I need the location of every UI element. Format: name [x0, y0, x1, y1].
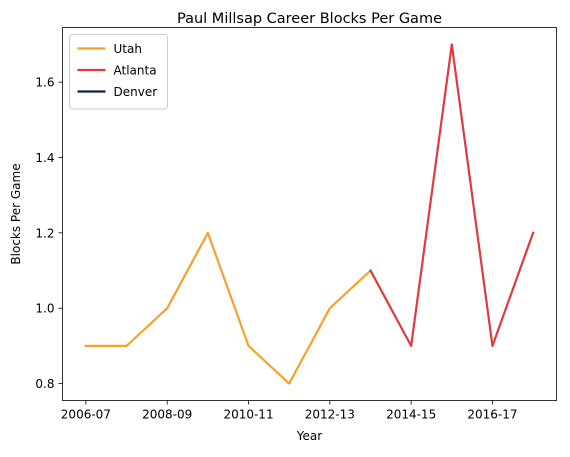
x-axis-label: Year — [296, 429, 322, 443]
x-tick-label: 2016-17 — [467, 408, 517, 422]
y-tick-label: 1.0 — [35, 302, 54, 316]
x-tick-label: 2010-11 — [223, 408, 273, 422]
legend-label-utah: Utah — [114, 42, 142, 56]
x-axis-ticks: 2006-07 2008-09 2010-11 2012-13 2014-15 2016-… — [61, 401, 518, 422]
y-tick-label: 1.6 — [35, 76, 54, 90]
legend-label-atlanta: Atlanta — [114, 64, 157, 78]
y-tick-label: 0.8 — [35, 377, 54, 391]
x-tick-label: 2008-09 — [142, 408, 192, 422]
y-tick-label: 1.4 — [35, 151, 54, 165]
x-tick-label: 2012-13 — [305, 408, 355, 422]
x-tick-label: 2014-15 — [386, 408, 436, 422]
legend: Utah Atlanta Denver — [70, 35, 168, 110]
y-axis-label: Blocks Per Game — [9, 163, 23, 264]
legend-label-denver: Denver — [114, 85, 158, 99]
x-tick-label: 2006-07 — [61, 408, 111, 422]
chart-title: Paul Millsap Career Blocks Per Game — [177, 11, 442, 27]
y-axis-ticks: 0.8 1.0 1.2 1.4 1.6 — [35, 76, 62, 391]
y-tick-label: 1.2 — [35, 226, 54, 240]
